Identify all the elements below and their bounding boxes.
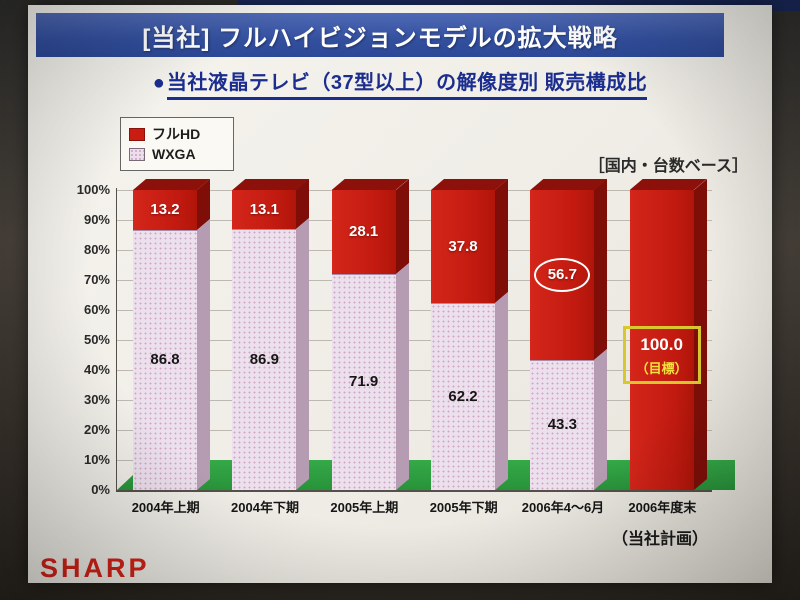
bar-front-fullhd	[133, 190, 197, 230]
gridline	[116, 250, 712, 251]
gridline	[116, 430, 712, 431]
value-label-fullhd: 13.1	[249, 200, 279, 218]
bar-front-fullhd	[331, 190, 396, 275]
y-tick-label: 30%	[83, 392, 110, 407]
value-label-wxga: 71.9	[349, 373, 379, 391]
gridline	[116, 400, 712, 401]
bar-front-wxga	[133, 229, 197, 490]
y-axis	[116, 188, 117, 490]
legend-label-fullhd: フルHD	[152, 126, 201, 142]
value-label-fullhd: 13.2	[150, 200, 180, 218]
bar-side-wxga	[495, 292, 508, 490]
x-category-label: 2004年上期	[131, 500, 200, 515]
y-tick-label: 50%	[83, 332, 110, 347]
slide-subtitle-text: 当社液晶テレビ（37型以上）の解像度別 販売構成比	[166, 66, 648, 100]
slide-title-bar: [当社] フルハイビジョンモデルの拡大戦略	[36, 13, 724, 57]
bar-top-face	[133, 179, 210, 190]
bar-side-wxga	[395, 263, 409, 490]
y-tick-label: 90%	[83, 212, 110, 227]
target-value: 100.0	[640, 335, 683, 354]
bar-front-fullhd	[629, 190, 694, 490]
value-label-wxga: 62.2	[448, 387, 478, 405]
value-label-fullhd: 28.1	[349, 223, 379, 241]
circle-annotation	[534, 258, 591, 293]
legend-item-wxga: WXGA	[129, 144, 225, 164]
target-annotation-box: 100.0 （目標）	[622, 326, 701, 384]
bar-side-wxga	[197, 218, 210, 490]
bar-top-face	[530, 179, 607, 190]
bar-side-wxga	[296, 218, 310, 490]
bar-side-fullhd	[395, 179, 409, 275]
wxga-swatch-icon	[129, 147, 145, 161]
bar-front-wxga	[232, 229, 297, 490]
bar-front-fullhd	[232, 190, 297, 230]
bar-side-fullhd	[594, 179, 608, 361]
bar-top-face	[232, 179, 309, 190]
target-label: （目標）	[635, 361, 688, 376]
slide-subtitle: ● 当社液晶テレビ（37型以上）の解像度別 販売構成比	[28, 66, 772, 100]
bar-front-wxga	[530, 360, 595, 490]
bar-top-face	[431, 179, 508, 190]
bar-top-face	[630, 179, 707, 190]
y-tick-label: 10%	[83, 452, 110, 467]
sharp-logo: SHARP	[40, 553, 150, 583]
presentation-slide: [当社] フルハイビジョンモデルの拡大戦略 ● 当社液晶テレビ（37型以上）の解像…	[28, 5, 772, 583]
y-tick-label: 80%	[83, 242, 110, 257]
y-tick-label: 0%	[91, 482, 110, 497]
y-tick-label: 20%	[83, 422, 110, 437]
gridline	[116, 370, 712, 371]
gridline	[116, 490, 712, 492]
gridline	[116, 340, 712, 341]
basis-note: ［国内・台数ベース］	[588, 158, 748, 175]
x-category-label: 2006年度末	[628, 500, 697, 515]
stacked-bar-chart: 0% 10% 20% 30% 40% 50% 60% 70% 80% 90% 100% 13.2 86.…	[28, 5, 772, 583]
chart-legend: フルHD WXGA	[120, 117, 234, 171]
bar-side-fullhd	[495, 179, 508, 304]
plan-note: （当社計画）	[611, 531, 708, 548]
slide-title: [当社] フルハイビジョンモデルの拡大戦略	[142, 24, 618, 52]
bar-top-face	[332, 179, 409, 190]
y-tick-label: 40%	[83, 362, 110, 377]
y-tick-label: 70%	[83, 272, 110, 287]
y-tick-label: 100%	[76, 182, 110, 197]
value-label-fullhd: 37.8	[448, 237, 478, 255]
value-label-wxga: 86.9	[249, 350, 279, 368]
x-category-label: 2005年上期	[330, 500, 399, 515]
x-category-label: 2006年4～6月	[521, 500, 605, 515]
bar-front-wxga	[431, 303, 495, 490]
legend-label-wxga: WXGA	[152, 146, 196, 162]
x-category-label: 2005年下期	[429, 500, 498, 515]
x-category-label: 2004年下期	[231, 500, 299, 515]
gridline	[116, 310, 712, 311]
gridline	[116, 280, 712, 281]
gridline	[116, 220, 712, 221]
value-label-wxga: 43.3	[547, 416, 577, 434]
value-label-wxga: 86.8	[150, 350, 180, 368]
bar-front-fullhd	[431, 190, 495, 304]
gridline	[116, 190, 712, 191]
legend-item-fullhd: フルHD	[129, 124, 225, 144]
bar-side-wxga	[594, 349, 608, 490]
fullhd-swatch-icon	[129, 127, 145, 141]
bullet-icon: ●	[152, 72, 165, 94]
bar-front-wxga	[331, 274, 396, 490]
y-tick-label: 60%	[83, 302, 110, 317]
